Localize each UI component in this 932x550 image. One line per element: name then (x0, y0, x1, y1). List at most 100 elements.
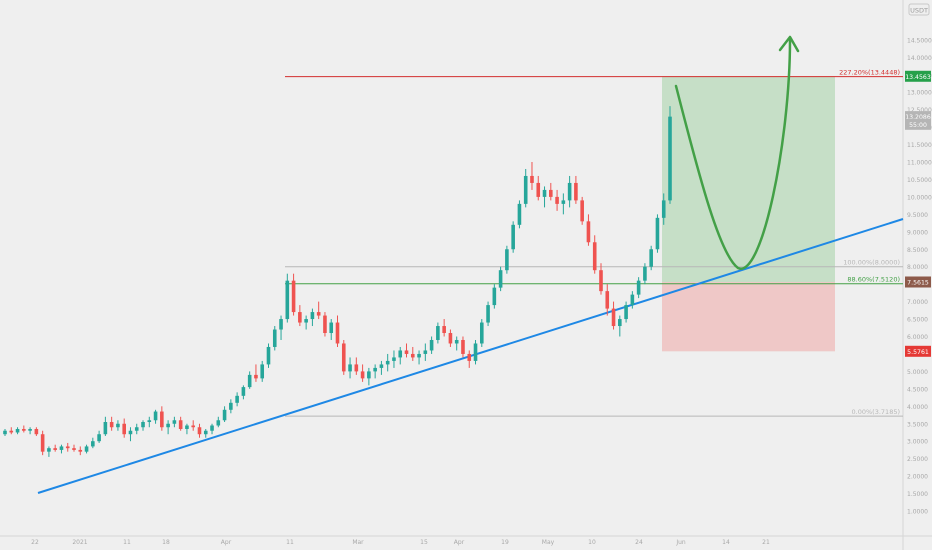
candle-body (97, 434, 101, 442)
candle-body (498, 270, 503, 288)
candle-body (78, 449, 83, 452)
candle (147, 416, 152, 428)
candle (229, 399, 233, 414)
y-tick-label: 2.0000 (907, 474, 928, 481)
candle (53, 444, 57, 452)
candle-body (254, 374, 258, 379)
y-tick-label: 3.5000 (907, 421, 928, 428)
candle (624, 301, 628, 323)
candle-body (229, 402, 233, 410)
candle (172, 416, 177, 428)
candle-body (561, 200, 566, 204)
candle (461, 336, 465, 358)
loss-zone[interactable] (662, 282, 835, 352)
candle (254, 364, 258, 382)
y-tick-label: 9.5000 (907, 212, 928, 219)
candle-body (517, 203, 522, 225)
y-tick-label: 8.0000 (907, 264, 928, 271)
candle-body (160, 411, 164, 428)
candle (599, 263, 603, 295)
candle-body (605, 291, 610, 309)
candle (91, 437, 95, 449)
candle-body (241, 387, 246, 396)
projection-path[interactable] (674, 35, 800, 270)
candle (592, 235, 597, 274)
projection-curve[interactable] (674, 38, 792, 270)
candle-body (461, 339, 465, 354)
price-label-box (905, 111, 931, 123)
x-tick-label: 15 (420, 539, 428, 546)
candle-body (153, 411, 158, 421)
candle-body (341, 343, 346, 372)
candle (360, 364, 365, 382)
candle-body (549, 189, 553, 197)
candle (247, 371, 252, 389)
candle-body (574, 182, 578, 201)
candle-body (298, 312, 302, 323)
candle (134, 423, 139, 435)
candle (611, 301, 616, 330)
candle-body (436, 326, 440, 340)
candle-body (410, 353, 415, 358)
candle-body (9, 430, 14, 433)
candle-body (636, 280, 641, 295)
candle (379, 360, 384, 375)
y-tick-label: 4.0000 (907, 404, 928, 411)
candle (341, 339, 346, 375)
candle-body (172, 420, 177, 424)
candle (40, 430, 45, 456)
x-tick-label: 10 (588, 539, 596, 546)
candle (203, 428, 208, 438)
candle (429, 336, 434, 354)
candle-body (134, 427, 139, 431)
candle (210, 423, 214, 435)
y-tick-label: 9.0000 (907, 229, 928, 236)
candle-body (304, 319, 308, 323)
candle-body (65, 446, 70, 449)
candle (479, 319, 484, 347)
candle-body (203, 430, 208, 435)
x-tick-label: 14 (722, 539, 730, 546)
candle-body (128, 430, 133, 435)
time-axis[interactable]: 22 2021 11 18 Apr 11 Mar 15 Apr 19 May 10 24 Jun 14 21 (31, 539, 770, 546)
price-label-text: 7.5615 (907, 280, 929, 287)
candle-body (34, 428, 39, 435)
candle-body (373, 367, 377, 372)
x-tick-label: 21 (762, 539, 770, 546)
candle (323, 312, 327, 337)
candle (3, 428, 7, 436)
y-tick-label: 4.5000 (907, 386, 928, 393)
candle (649, 245, 653, 271)
price-label: 13.2086 (905, 111, 931, 123)
position-zones[interactable] (662, 76, 835, 352)
candle (410, 346, 415, 361)
price-label-box (905, 345, 931, 357)
x-tick-label: Mar (352, 539, 364, 546)
candle (65, 442, 70, 452)
candle (15, 427, 20, 435)
candle (97, 430, 101, 443)
y-tick-label: 3.0000 (907, 439, 928, 446)
x-tick-label: Apr (454, 539, 465, 546)
candle (523, 168, 528, 208)
y-tick-label: 1.0000 (907, 509, 928, 516)
candle (153, 409, 158, 424)
candle-body (392, 357, 396, 361)
currency-badge[interactable]: USDT (908, 3, 930, 16)
candle-body (178, 420, 183, 429)
candle-body (103, 422, 108, 435)
candle (304, 315, 308, 330)
candle-body (442, 326, 446, 334)
candle (128, 427, 133, 442)
candle (348, 357, 352, 379)
candle-body (22, 428, 26, 431)
candle (9, 427, 14, 435)
profit-zone[interactable] (662, 76, 835, 283)
candle-body (542, 189, 547, 197)
candle-body (536, 182, 541, 197)
candle-body (523, 175, 528, 204)
candle (630, 291, 635, 309)
